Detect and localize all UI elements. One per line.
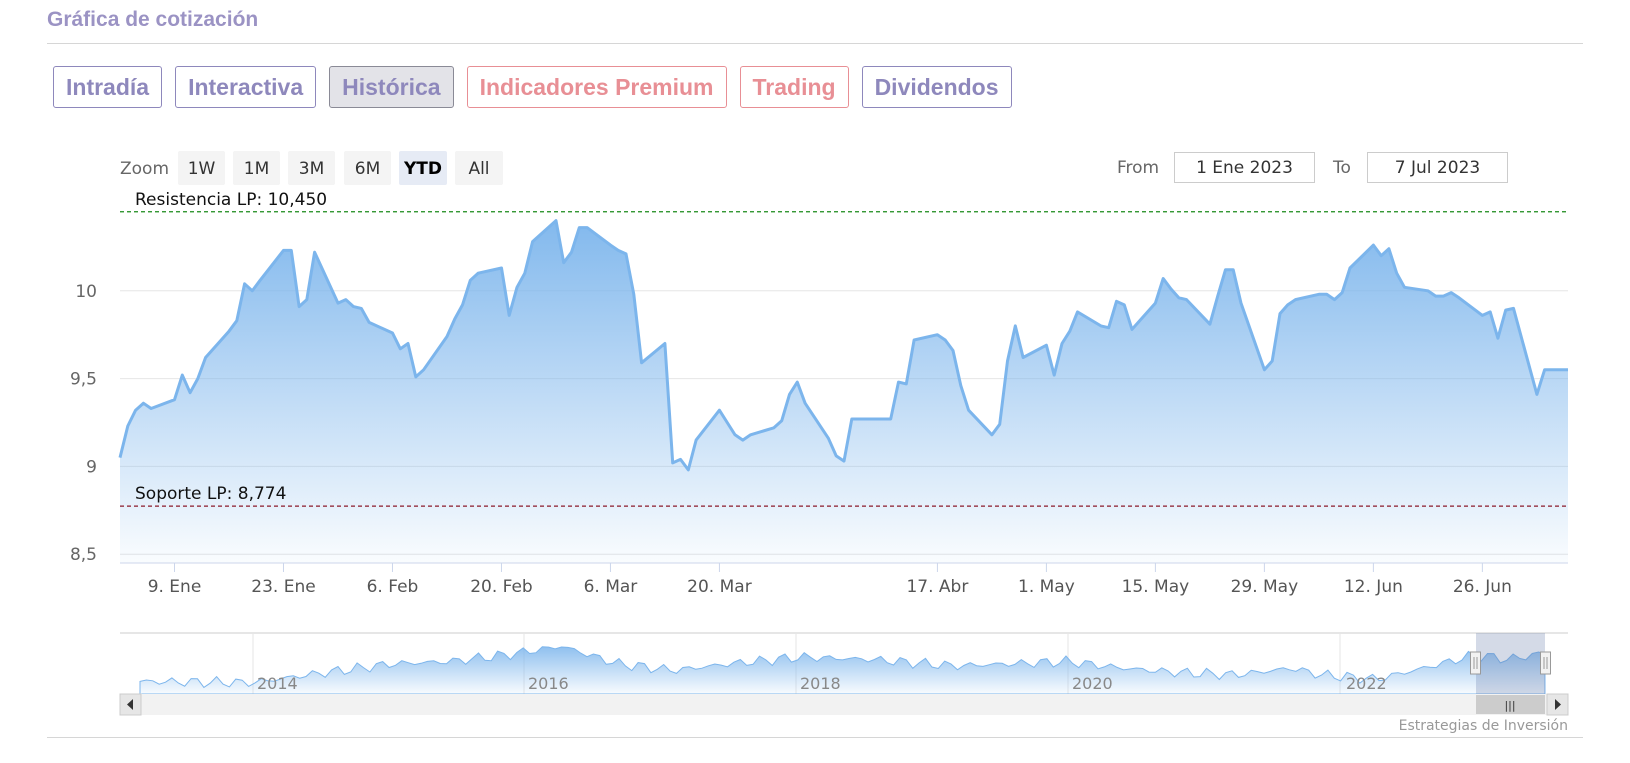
- x-axis-labels: 9. Ene 23. Ene 6. Feb 20. Feb 6. Mar 20. Mar 1…: [148, 563, 1512, 597]
- zoom-label: Zoom: [120, 159, 169, 179]
- zoom-button-1w-label: 1W: [188, 159, 216, 179]
- plot-lines: Resistencia LP: 10,450 Soporte LP: 8,774: [120, 190, 1568, 507]
- bottom-divider: [47, 737, 1583, 738]
- tab-interactiva[interactable]: Interactiva: [175, 66, 317, 108]
- zoom-button-ytd[interactable]: YTD: [399, 151, 447, 185]
- section-title: Gráfica de cotización: [47, 8, 259, 31]
- x-tick-label: 15. May: [1122, 577, 1190, 597]
- price-line: [118, 219, 1568, 472]
- x-tick-label: 6. Feb: [367, 577, 419, 597]
- x-tick-label: 6. Mar: [584, 577, 638, 597]
- chart-tabs: Intradía Interactiva Histórica Indicador…: [53, 66, 1012, 108]
- tab-historica[interactable]: Histórica: [329, 66, 454, 108]
- to-label: To: [1332, 158, 1351, 178]
- scrollbar[interactable]: |||: [119, 693, 1569, 716]
- scrollbar-left-button[interactable]: [119, 693, 142, 716]
- navigator-area: [139, 646, 1546, 695]
- y-tick-label: 10: [75, 282, 97, 302]
- scrollbar-track[interactable]: [120, 694, 1568, 715]
- zoom-button-all-label: All: [468, 159, 489, 179]
- zoom-button-1m-label: 1M: [244, 159, 269, 179]
- x-tick-label: 1. May: [1018, 577, 1075, 597]
- x-tick-label: 9. Ene: [148, 577, 202, 597]
- x-tick-label: 20. Mar: [687, 577, 752, 597]
- from-date-input[interactable]: [1174, 152, 1315, 183]
- navigator-year-labels: 2014 2016 2018 2020 2022: [257, 674, 1387, 693]
- navigator-selection[interactable]: [1476, 633, 1545, 694]
- y-tick-label: 8,5: [70, 545, 97, 565]
- zoom-button-1m[interactable]: 1M: [233, 151, 280, 185]
- arrow-left-icon: [127, 699, 133, 710]
- nav-year-2022: 2022: [1346, 674, 1387, 693]
- tab-dividendos[interactable]: Dividendos: [861, 66, 1012, 108]
- y-tick-label: 9,5: [70, 370, 97, 390]
- resistance-label: Resistencia LP: 10,450: [135, 190, 327, 210]
- zoom-button-1w[interactable]: 1W: [178, 151, 225, 185]
- from-label: From: [1117, 158, 1159, 178]
- price-area: [120, 220, 1568, 563]
- navigator-handle-left[interactable]: [1470, 651, 1481, 675]
- x-tick-label: 20. Feb: [470, 577, 533, 597]
- zoom-button-ytd-label: YTD: [403, 159, 442, 179]
- x-tick-label: 26. Jun: [1453, 577, 1512, 597]
- nav-year-2018: 2018: [800, 674, 841, 693]
- nav-year-2016: 2016: [528, 674, 569, 693]
- x-tick-label: 17. Abr: [906, 577, 968, 597]
- x-tick-label: 12. Jun: [1344, 577, 1403, 597]
- tab-trading[interactable]: Trading: [739, 66, 849, 108]
- range-selector: Zoom 1W 1M 3M 6M YTD All From To: [120, 151, 1351, 185]
- zoom-button-3m-label: 3M: [299, 159, 324, 179]
- tab-indicadores-premium[interactable]: Indicadores Premium: [466, 66, 727, 108]
- scrollbar-thumb[interactable]: [1476, 695, 1545, 714]
- navigator-handle-right[interactable]: [1540, 651, 1551, 675]
- zoom-button-3m[interactable]: 3M: [288, 151, 335, 185]
- zoom-button-6m-label: 6M: [355, 159, 380, 179]
- x-tick-label: 23. Ene: [251, 577, 315, 597]
- x-tick-label: 29. May: [1231, 577, 1299, 597]
- arrow-right-icon: [1555, 699, 1561, 710]
- zoom-button-6m[interactable]: 6M: [344, 151, 391, 185]
- nav-year-2020: 2020: [1072, 674, 1113, 693]
- y-axis-labels: 8,5 9 9,5 10: [70, 282, 97, 565]
- y-tick-label: 9: [86, 457, 97, 477]
- zoom-button-all[interactable]: All: [455, 151, 503, 185]
- navigator: 2014 2016 2018 2020 2022: [120, 632, 1568, 695]
- top-divider: [47, 43, 1583, 44]
- to-date-input[interactable]: [1367, 152, 1508, 183]
- support-label: Soporte LP: 8,774: [135, 484, 286, 504]
- nav-year-2014: 2014: [257, 674, 298, 693]
- scrollbar-grip-icon: |||: [1504, 699, 1515, 712]
- chart-credits: Estrategias de Inversión: [1399, 718, 1568, 734]
- tab-intradia[interactable]: Intradía: [53, 66, 163, 108]
- scrollbar-right-button[interactable]: [1546, 693, 1569, 716]
